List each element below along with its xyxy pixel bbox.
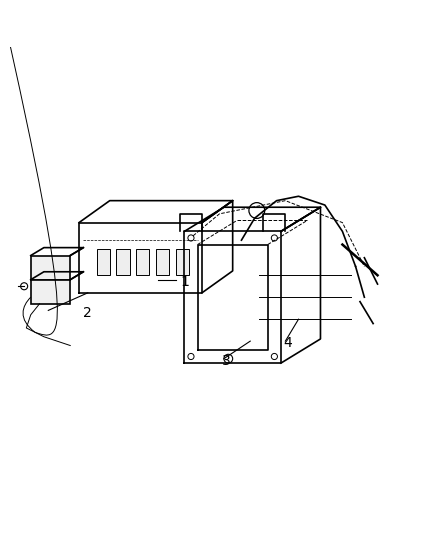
Text: 3: 3 — [221, 354, 230, 368]
Bar — [136, 249, 149, 275]
Bar — [31, 280, 70, 304]
Bar — [116, 249, 129, 275]
Text: 2: 2 — [83, 305, 92, 320]
Bar — [31, 255, 70, 280]
Text: 4: 4 — [283, 336, 291, 350]
Bar — [175, 249, 188, 275]
Text: 1: 1 — [180, 275, 188, 289]
Bar — [155, 249, 169, 275]
Bar — [96, 249, 110, 275]
